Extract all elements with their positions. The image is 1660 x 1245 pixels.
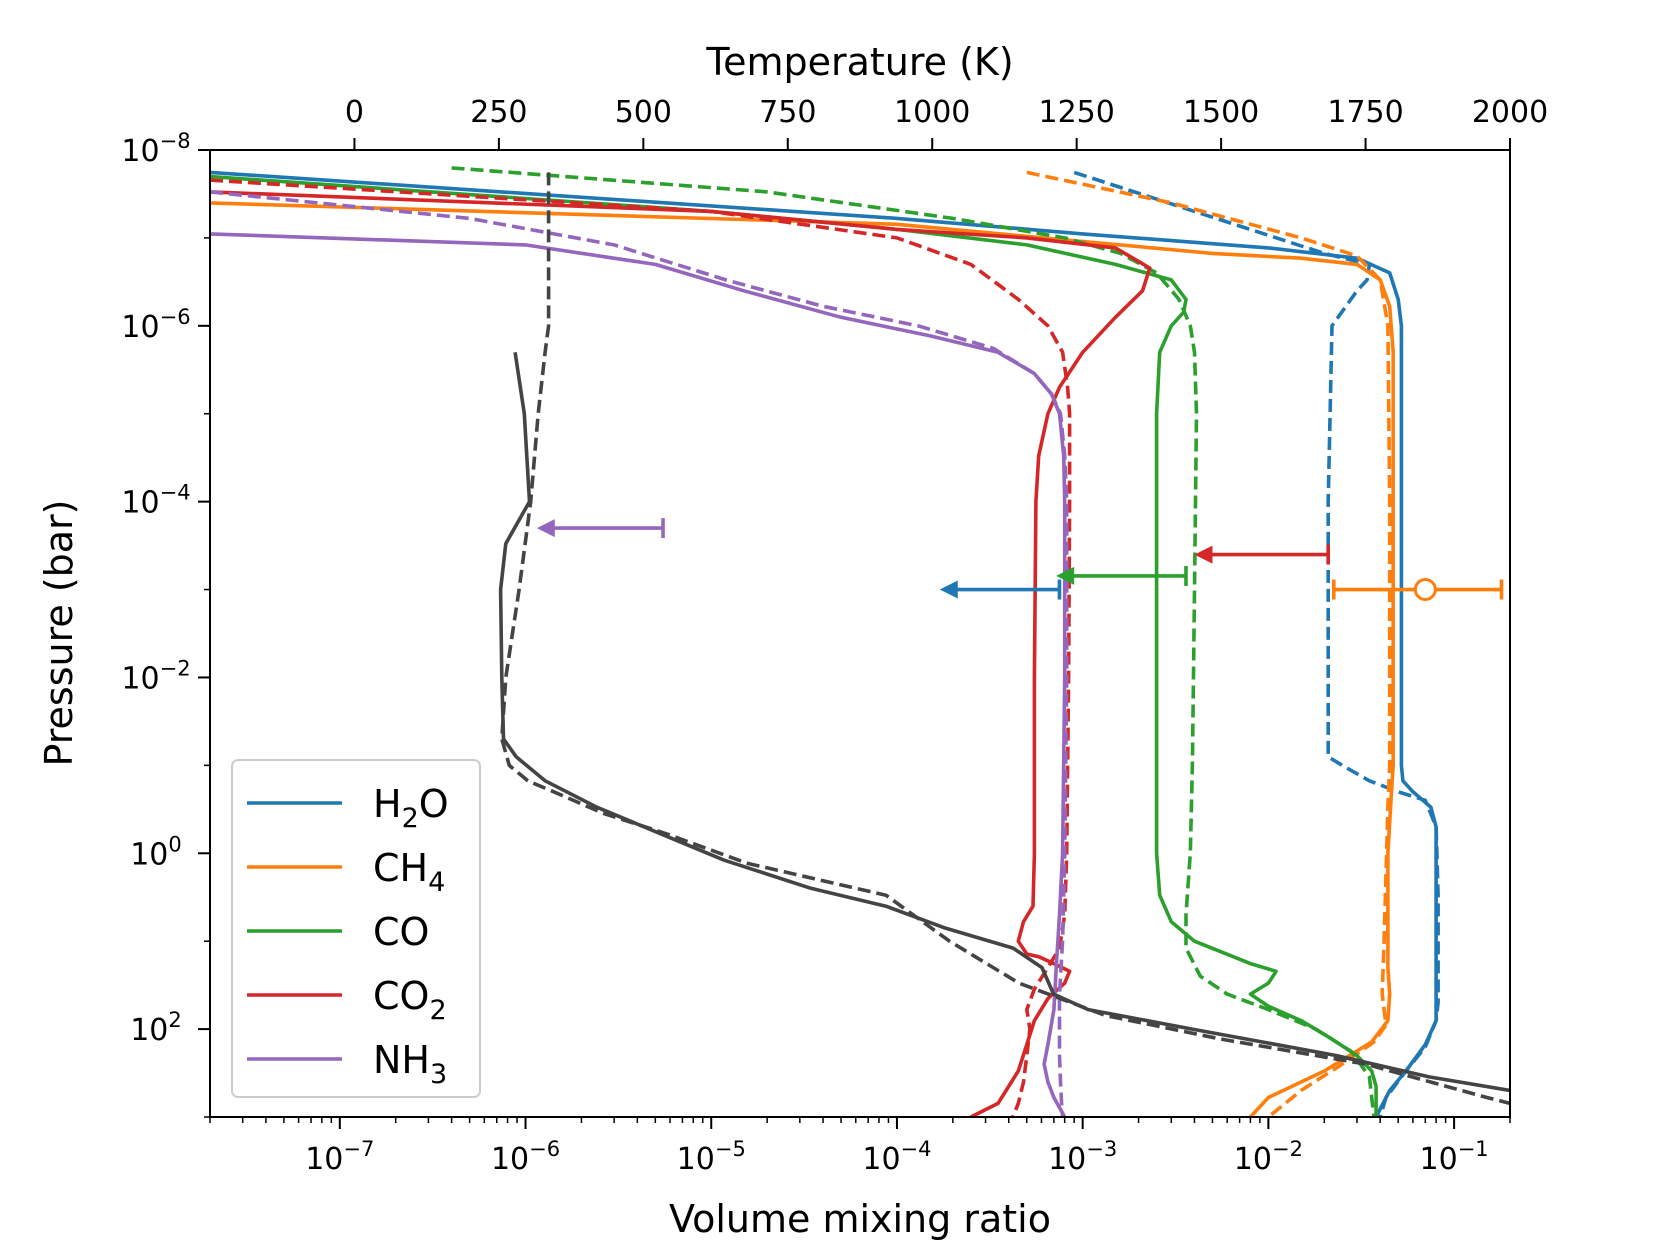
h2o-upper-limit-arrowhead xyxy=(939,580,958,599)
legend: H2O CH4 CO CO2 NH3 xyxy=(231,759,481,1098)
ch4-measurement-point xyxy=(1413,578,1437,602)
top-tick-label: 1250 xyxy=(1038,95,1114,130)
top-axis-title: Temperature (K) xyxy=(705,40,1013,84)
co-upper-limit-arrowhead xyxy=(1056,566,1075,585)
x-tick-label: 10−2 xyxy=(1234,1137,1303,1177)
x-tick-label: 10−5 xyxy=(677,1137,746,1177)
y-tick-label: 10−4 xyxy=(121,481,190,521)
legend-label: NH3 xyxy=(373,1038,447,1090)
x-tick-label: 10−3 xyxy=(1048,1137,1117,1177)
y-tick-label: 10−6 xyxy=(121,305,190,345)
retrieval-markers xyxy=(536,518,1504,602)
legend-box xyxy=(231,759,481,1098)
co2-dashed-line xyxy=(210,178,1072,1117)
temperature-dashed-line xyxy=(499,172,1510,1106)
ch4-solid-line xyxy=(210,201,1395,1117)
top-tick-label: 250 xyxy=(470,95,527,130)
ch4-dashed-line xyxy=(1026,170,1392,1117)
top-tick-label: 750 xyxy=(759,95,816,130)
legend-label: CH4 xyxy=(373,846,445,898)
co2-upper-limit-arrowhead xyxy=(1194,545,1213,564)
temperature-solid-line xyxy=(498,352,1510,1093)
y-tick-label: 102 xyxy=(130,1008,182,1048)
plot-frame xyxy=(209,149,1511,1118)
x-axis-title: Volume mixing ratio xyxy=(669,1197,1051,1241)
co-dashed-line xyxy=(451,166,1376,1117)
top-tick-label: 0 xyxy=(345,95,364,130)
left-axis-ticks: 10−8 10−6 10−4 10−2 100 102 xyxy=(121,129,210,1118)
co2-solid-line xyxy=(210,190,1152,1117)
x-tick-label: 10−1 xyxy=(1420,1137,1489,1177)
profile-curves xyxy=(210,166,1510,1117)
nh3-upper-limit-arrowhead xyxy=(536,519,555,538)
nh3-dashed-line xyxy=(210,190,1069,1117)
y-tick-label: 10−2 xyxy=(121,656,190,696)
bottom-axis-ticks: 10−7 10−6 10−5 10−4 10−3 10−2 10−1 xyxy=(209,1117,1511,1177)
top-tick-label: 2000 xyxy=(1472,95,1548,130)
legend-label: CO2 xyxy=(373,974,447,1026)
top-tick-label: 1500 xyxy=(1183,95,1259,130)
top-tick-label: 1000 xyxy=(894,95,970,130)
top-axis-ticks: 0 250 500 750 1000 1250 1500 1750 2000 xyxy=(345,95,1548,150)
x-tick-label: 10−7 xyxy=(305,1137,374,1177)
top-tick-label: 500 xyxy=(615,95,672,130)
y-axis-title: Pressure (bar) xyxy=(37,499,81,766)
h2o-dashed-line xyxy=(1073,170,1440,1117)
legend-label: H2O xyxy=(373,782,449,834)
y-tick-label: 10−8 xyxy=(121,129,190,169)
y-tick-label: 100 xyxy=(130,832,182,872)
x-tick-label: 10−6 xyxy=(491,1137,560,1177)
legend-label: CO xyxy=(373,910,429,954)
x-tick-label: 10−4 xyxy=(862,1137,931,1177)
top-tick-label: 1750 xyxy=(1327,95,1403,130)
